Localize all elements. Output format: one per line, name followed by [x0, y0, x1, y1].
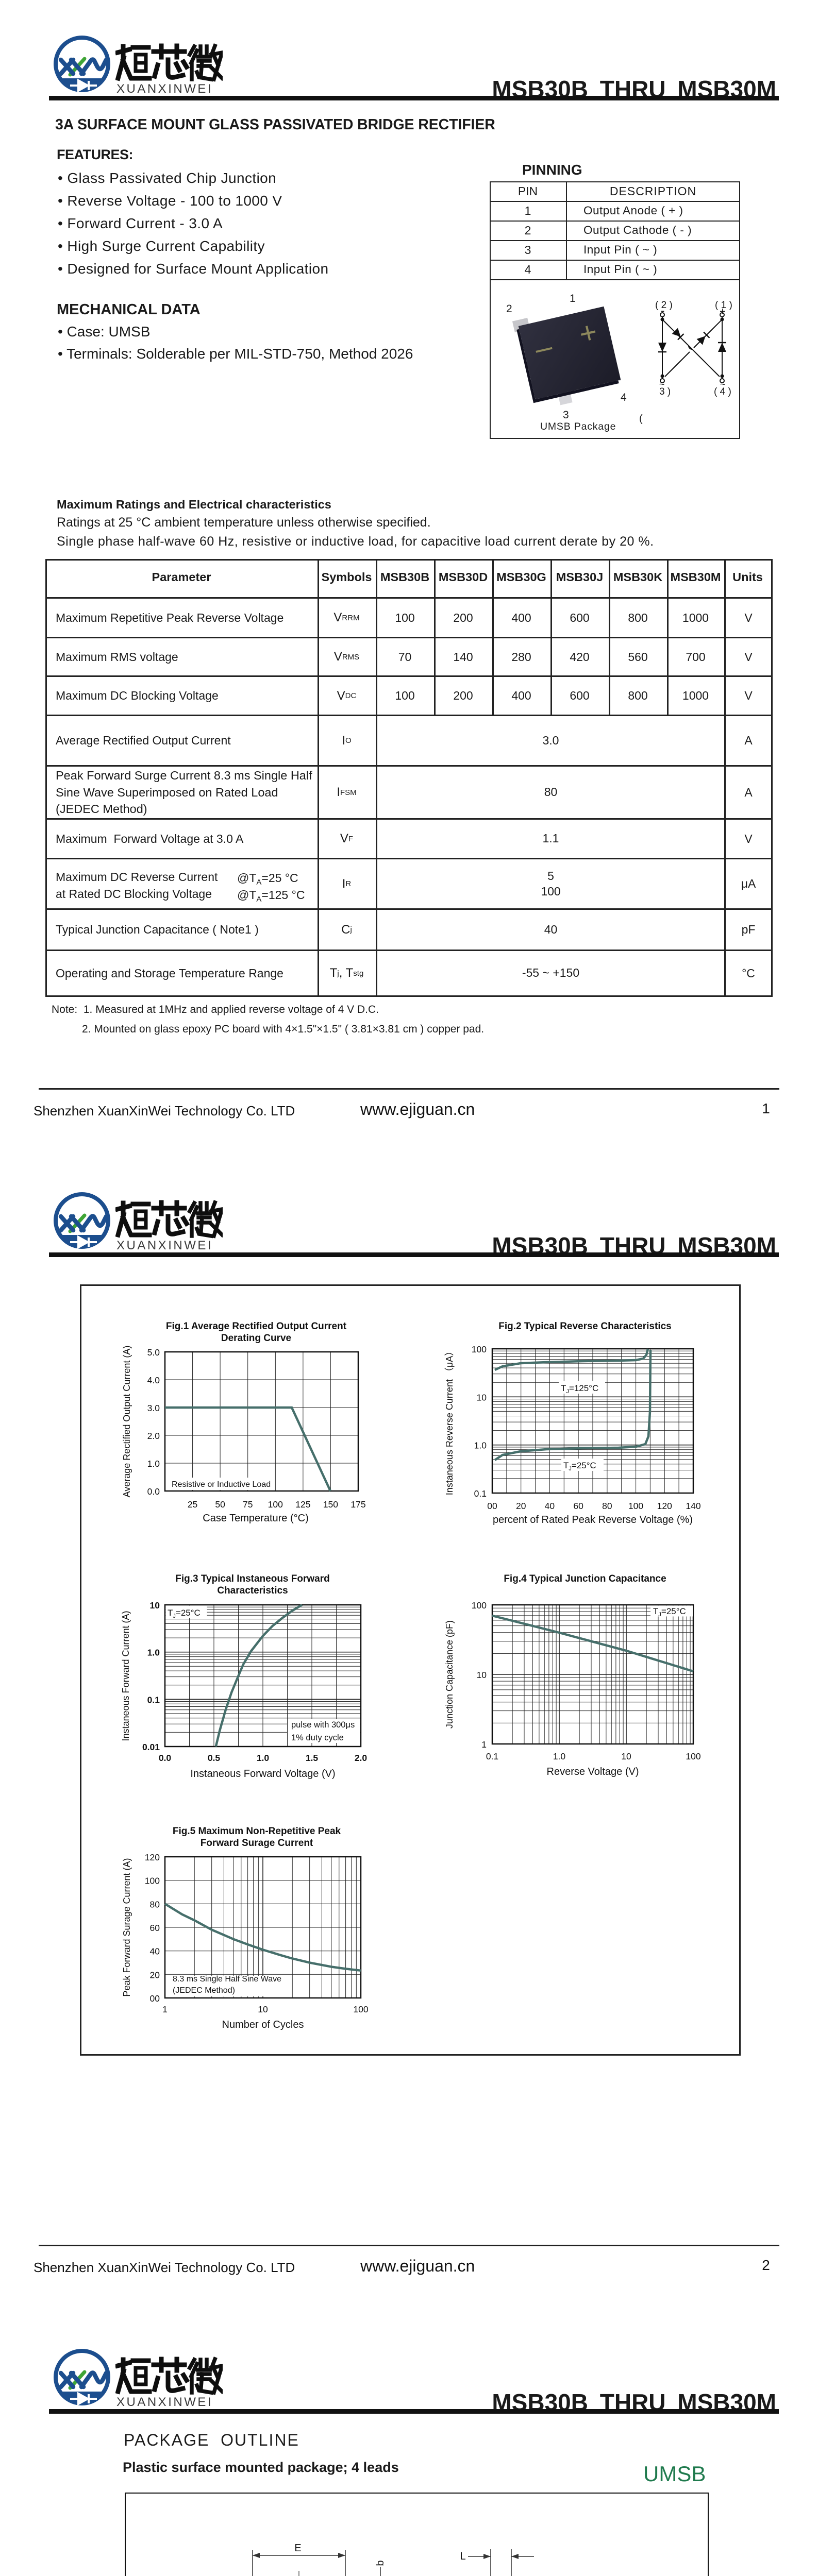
svg-text:1.0: 1.0	[147, 1648, 160, 1658]
svg-text:100: 100	[628, 1501, 643, 1511]
svg-text:100: 100	[686, 1751, 700, 1761]
svg-text:Peak Forward Surage Current (A: Peak Forward Surage Current (A)	[122, 1858, 132, 1996]
svg-text:Reverse Voltage (V): Reverse Voltage (V)	[547, 1766, 639, 1777]
svg-text:10: 10	[621, 1751, 631, 1761]
svg-text:-: -	[661, 304, 664, 317]
svg-text:40: 40	[150, 1946, 160, 1957]
svg-text:0.1: 0.1	[147, 1694, 160, 1705]
svg-text:Fig.4 Typical Junction Capaci: Fig.4 Typical Junction Capacitance	[504, 1573, 666, 1584]
svg-text:10: 10	[477, 1670, 487, 1680]
svg-text:20: 20	[150, 1970, 160, 1980]
svg-text:Case Temperature (°C): Case Temperature (°C)	[203, 1513, 308, 1524]
svg-text:60: 60	[573, 1501, 583, 1511]
svg-text:10: 10	[150, 1600, 160, 1611]
svg-text:10: 10	[477, 1392, 487, 1402]
svg-text:3 ): 3 )	[659, 386, 671, 397]
svg-text:1% duty cycle: 1% duty cycle	[291, 1733, 344, 1742]
svg-text:0.1: 0.1	[486, 1751, 498, 1761]
svg-text:Number of Cycles: Number of Cycles	[222, 2019, 304, 2030]
svg-text:140: 140	[686, 1501, 700, 1511]
svg-text:120: 120	[145, 1852, 160, 1862]
svg-text:75: 75	[243, 1499, 253, 1510]
svg-text:50: 50	[215, 1499, 225, 1510]
svg-text:TJ=125°C: TJ=125°C	[561, 1383, 598, 1395]
svg-text:40: 40	[545, 1501, 555, 1511]
svg-text:80: 80	[150, 1899, 160, 1909]
svg-text:Fig.2 Typical Reverse Charact: Fig.2 Typical Reverse Characteristics	[498, 1321, 671, 1332]
svg-text:Characteristics: Characteristics	[217, 1585, 288, 1596]
svg-text:120: 120	[657, 1501, 672, 1511]
svg-text:0.0: 0.0	[159, 1753, 172, 1763]
svg-text:Forward Surage Current: Forward Surage Current	[201, 1838, 313, 1849]
svg-text:TJ=25°C: TJ=25°C	[653, 1606, 686, 1618]
svg-text:100: 100	[353, 2004, 368, 2014]
svg-text:Resistive or Inductive Load: Resistive or Inductive Load	[172, 1480, 271, 1489]
svg-text:1.0: 1.0	[147, 1459, 160, 1469]
svg-text:00: 00	[487, 1501, 497, 1511]
svg-text:4.0: 4.0	[147, 1375, 160, 1385]
svg-text:L: L	[460, 2551, 465, 2562]
svg-text:00: 00	[150, 1993, 160, 2004]
svg-text:100: 100	[472, 1600, 487, 1611]
svg-text:Average Rectified Output Curre: Average Rectified Output Current (A)	[122, 1346, 132, 1498]
svg-text:100: 100	[472, 1344, 487, 1354]
svg-text:( 2 ): ( 2 )	[655, 300, 673, 311]
svg-text:TJ=25°C: TJ=25°C	[563, 1461, 596, 1472]
svg-text:( 1 ): ( 1 )	[715, 300, 732, 311]
svg-text:+: +	[720, 306, 726, 317]
svg-text:~: ~	[720, 379, 726, 389]
svg-text:TJ=25°C: TJ=25°C	[168, 1608, 201, 1619]
svg-text:1.5: 1.5	[306, 1753, 319, 1763]
svg-text:1.0: 1.0	[257, 1753, 270, 1763]
svg-text:175: 175	[350, 1499, 365, 1510]
svg-text:Fig.3 Typical Instaneous Forw: Fig.3 Typical Instaneous Forward	[175, 1573, 329, 1584]
svg-text:150: 150	[323, 1499, 338, 1510]
svg-text:Instaneous Reverse Current （μA: Instaneous Reverse Current （μA）	[444, 1347, 455, 1496]
svg-text:80: 80	[602, 1501, 612, 1511]
svg-text:Instaneous Forward Current (A): Instaneous Forward Current (A)	[121, 1611, 131, 1741]
svg-text:1: 1	[481, 1739, 487, 1750]
svg-text:1: 1	[162, 2004, 168, 2014]
svg-text:0.1: 0.1	[474, 1488, 487, 1499]
svg-text:0.01: 0.01	[142, 1742, 160, 1752]
svg-text:2.0: 2.0	[147, 1431, 160, 1441]
svg-text:10: 10	[258, 2004, 268, 2014]
svg-text:3.0: 3.0	[147, 1403, 160, 1413]
svg-text:0.0: 0.0	[147, 1486, 160, 1497]
svg-text:125: 125	[295, 1499, 310, 1510]
svg-text:100: 100	[145, 1876, 160, 1886]
svg-text:pulse with 300μs: pulse with 300μs	[291, 1720, 355, 1730]
svg-text:8.3 ms Single Half Sine Wave: 8.3 ms Single Half Sine Wave	[173, 1975, 281, 1984]
svg-text:b: b	[375, 2560, 386, 2566]
svg-text:percent of Rated Peak Reverse: percent of Rated Peak Reverse Voltage (%…	[493, 1514, 693, 1526]
svg-text:Fig.5 Maximum Non-Repetitive: Fig.5 Maximum Non-Repetitive Peak	[173, 1826, 341, 1837]
svg-text:E: E	[294, 2543, 301, 2554]
svg-text:( 4 ): ( 4 )	[714, 386, 731, 397]
svg-text:60: 60	[150, 1923, 160, 1933]
svg-text:25: 25	[188, 1499, 197, 1510]
svg-text:20: 20	[516, 1501, 526, 1511]
svg-text:Junction Capacitance (pF): Junction Capacitance (pF)	[444, 1620, 455, 1728]
svg-text:(JEDEC Method): (JEDEC Method)	[173, 1986, 235, 1995]
svg-text:100: 100	[268, 1499, 283, 1510]
svg-text:5.0: 5.0	[147, 1347, 160, 1358]
svg-text:Derating Curve: Derating Curve	[221, 1333, 291, 1344]
svg-text:Instaneous Forward Voltage (V): Instaneous Forward Voltage (V)	[190, 1768, 335, 1780]
svg-text:2.0: 2.0	[355, 1753, 368, 1763]
svg-text:Fig.1 Average Rectified Outpu: Fig.1 Average Rectified Output Current	[166, 1321, 347, 1332]
svg-text:0.5: 0.5	[208, 1753, 221, 1763]
svg-text:1.0: 1.0	[474, 1440, 487, 1451]
svg-text:1.0: 1.0	[553, 1751, 566, 1761]
svg-text:~: ~	[659, 379, 665, 389]
